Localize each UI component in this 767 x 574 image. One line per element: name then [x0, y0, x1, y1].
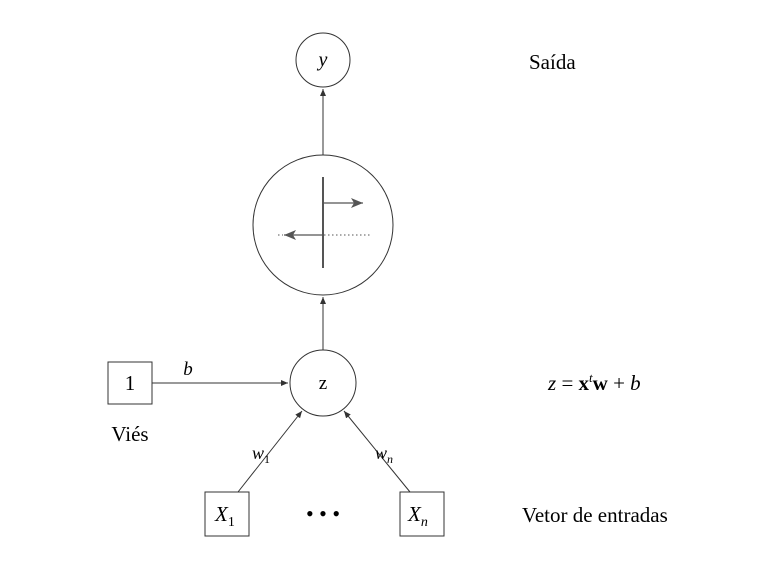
- input-node-last: Xn: [399, 491, 445, 537]
- svg-text:w1: w1: [252, 443, 270, 466]
- edge-input-last-to-sum: [343, 410, 411, 493]
- equation-x: x: [579, 371, 590, 395]
- svg-text:Xn: Xn: [407, 502, 428, 530]
- sum-node-label: z: [319, 373, 327, 394]
- inputs-annotation: Vetor de entradas: [522, 503, 668, 527]
- equation: z = xtw + b: [547, 370, 641, 395]
- bias-node: 1: [107, 361, 153, 405]
- svg-text:wn: wn: [375, 443, 393, 466]
- bias-weight-label: b: [183, 359, 193, 380]
- weight-first-label: w: [252, 443, 264, 463]
- output-annotation: Saída: [529, 50, 576, 74]
- input-last-subscript: n: [421, 515, 428, 530]
- input-last-label: X: [407, 502, 422, 526]
- input-ellipsis: • • •: [306, 501, 340, 526]
- weight-last-label: w: [375, 443, 387, 463]
- weight-last-subscript: n: [387, 452, 393, 466]
- equation-plus: +: [608, 371, 630, 395]
- output-node-label: y: [317, 49, 328, 71]
- equation-z: z: [547, 371, 556, 395]
- output-node: y: [295, 32, 351, 88]
- weight-first-subscript: 1: [264, 452, 270, 466]
- bias-node-label: 1: [125, 371, 136, 395]
- input-node-first: X1: [204, 491, 250, 537]
- equation-b: b: [630, 371, 641, 395]
- edge-input-first-to-sum: [237, 410, 303, 493]
- equation-w: w: [593, 371, 609, 395]
- equation-equals: =: [556, 371, 578, 395]
- input-first-label: X: [214, 502, 229, 526]
- sum-node: z: [289, 349, 357, 417]
- equation-transpose: t: [589, 370, 593, 385]
- svg-text:X1: X1: [214, 502, 235, 530]
- activation-node: [252, 154, 394, 296]
- bias-caption: Viés: [111, 422, 148, 446]
- input-first-subscript: 1: [228, 515, 235, 530]
